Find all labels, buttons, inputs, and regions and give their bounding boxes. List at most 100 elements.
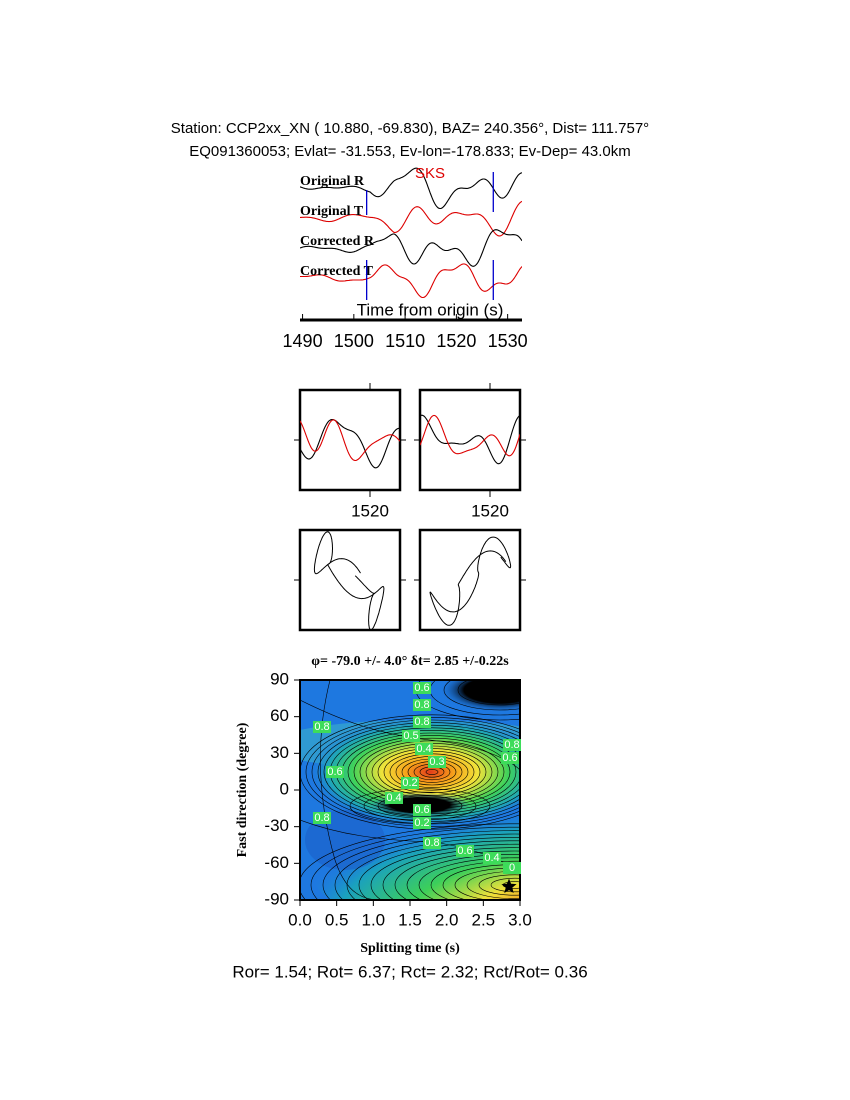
contour-label: 0.6 bbox=[327, 766, 342, 778]
contour-label-box bbox=[503, 739, 521, 751]
contour-label: 0.6 bbox=[414, 682, 429, 694]
x-tick-label: 1500 bbox=[334, 331, 374, 351]
y-tick-label: 0 bbox=[280, 779, 289, 798]
contour-label: 0.6 bbox=[457, 845, 472, 857]
contour-label-box bbox=[401, 777, 419, 789]
waveform-panels: 1520 1520 bbox=[294, 383, 526, 520]
y-tick-label: 60 bbox=[270, 706, 289, 725]
contour-label-box bbox=[413, 817, 431, 829]
contour-label-box bbox=[413, 682, 431, 694]
contour-label: 0.3 bbox=[429, 756, 444, 768]
contour-label: 0.8 bbox=[424, 837, 439, 849]
contour-label-box bbox=[413, 804, 431, 816]
contour-label: 0.2 bbox=[414, 817, 429, 829]
x-tick-label: 2.5 bbox=[472, 910, 496, 929]
contour-line bbox=[317, 722, 520, 822]
contour-label-box bbox=[501, 752, 519, 764]
contour-line bbox=[359, 740, 505, 804]
particle-path bbox=[429, 536, 512, 626]
field bbox=[305, 810, 385, 870]
traces bbox=[300, 167, 522, 299]
contour-label-box bbox=[483, 852, 501, 864]
contour-label-box bbox=[428, 756, 446, 768]
y-tick-label: -30 bbox=[264, 816, 289, 835]
contour-label-box bbox=[456, 845, 474, 857]
trace-label: Original R bbox=[300, 174, 365, 189]
contour-label-box bbox=[415, 743, 433, 755]
x-tick-label: 2.0 bbox=[435, 910, 459, 929]
trace bbox=[300, 418, 400, 469]
y-tick-label: 90 bbox=[270, 669, 289, 688]
contour-line bbox=[490, 877, 520, 893]
contour-label: 0 bbox=[509, 862, 515, 874]
contour-field bbox=[300, 680, 520, 900]
y-tick-label: 30 bbox=[270, 743, 289, 762]
panel-frame bbox=[418, 528, 522, 632]
phase-label: SKS bbox=[415, 165, 445, 182]
contour-label: 0.4 bbox=[386, 792, 401, 804]
contour-label-box bbox=[423, 837, 441, 849]
contour-line bbox=[425, 769, 439, 775]
contour-line bbox=[485, 684, 515, 696]
panel-frame bbox=[298, 528, 402, 632]
contour-panel: φ= -79.0 +/- 4.0° δt= 2.85 +/-0.22s Spli… bbox=[235, 654, 532, 956]
contour-label: 0.5 bbox=[403, 730, 418, 742]
contour-line bbox=[394, 850, 520, 900]
traces bbox=[300, 418, 400, 469]
trace bbox=[300, 419, 400, 462]
trace-label: Original T bbox=[300, 204, 364, 219]
trace-label: Corrected R bbox=[300, 234, 375, 249]
motion bbox=[429, 536, 512, 626]
contour-line bbox=[377, 795, 463, 817]
x-tick-label: 1.5 bbox=[398, 910, 422, 929]
contour-label-box bbox=[413, 716, 431, 728]
contour-line bbox=[478, 874, 520, 896]
x-tick-label: 3.0 bbox=[508, 910, 532, 929]
x-tick-label: 1490 bbox=[283, 331, 323, 351]
contour-label: 0.8 bbox=[314, 721, 329, 733]
contour-label-box bbox=[313, 721, 331, 733]
x-tick-label: 1520 bbox=[351, 501, 389, 520]
x-tick-label: 1.0 bbox=[362, 910, 386, 929]
header-line: EQ091360053; Evlat= -31.553, Ev-lon=-178… bbox=[189, 143, 631, 160]
x-tick-label: 1510 bbox=[385, 331, 425, 351]
contour-label-box bbox=[326, 766, 344, 778]
x-tick-label: 1520 bbox=[471, 501, 509, 520]
contour-label: 0.6 bbox=[502, 752, 517, 764]
contour-label-box bbox=[313, 812, 331, 824]
y-tick-label: -60 bbox=[264, 853, 289, 872]
motion bbox=[313, 531, 385, 630]
x-axis-label: Time from origin (s) bbox=[357, 300, 504, 319]
contour-label-box bbox=[413, 699, 431, 711]
contour-label: 0.8 bbox=[414, 699, 429, 711]
contour-line bbox=[346, 837, 520, 900]
trace bbox=[420, 414, 520, 457]
header-line: Station: CCP2xx_XN ( 10.880, -69.830), B… bbox=[171, 120, 649, 137]
trace bbox=[420, 414, 520, 465]
contour-line bbox=[310, 826, 520, 900]
panel-frame bbox=[298, 388, 402, 492]
contour-label: 0.2 bbox=[402, 777, 417, 789]
contour-line bbox=[323, 724, 520, 820]
contour-line bbox=[353, 737, 511, 807]
particle-motion-panels bbox=[294, 528, 526, 632]
contour-label: 0.8 bbox=[314, 812, 329, 824]
x-tick-label: 0.0 bbox=[288, 910, 312, 929]
contour-line bbox=[457, 680, 520, 706]
contour-label-box bbox=[385, 792, 403, 804]
contour-line bbox=[358, 840, 520, 900]
contour-label: 0.8 bbox=[414, 716, 429, 728]
contour-label: 0.4 bbox=[416, 743, 431, 755]
contour-line bbox=[322, 830, 520, 900]
traces bbox=[420, 414, 520, 465]
x-tick-label: 0.5 bbox=[325, 910, 349, 929]
trace bbox=[300, 229, 522, 267]
contour-line bbox=[305, 717, 520, 827]
contour-label: 0.4 bbox=[484, 852, 499, 864]
y-tick-label: -90 bbox=[264, 889, 289, 908]
seismogram-panel: Original R Original T Corrected R Corrected… bbox=[283, 165, 528, 351]
particle-path bbox=[313, 531, 385, 630]
x-axis-label: Splitting time (s) bbox=[360, 941, 460, 956]
